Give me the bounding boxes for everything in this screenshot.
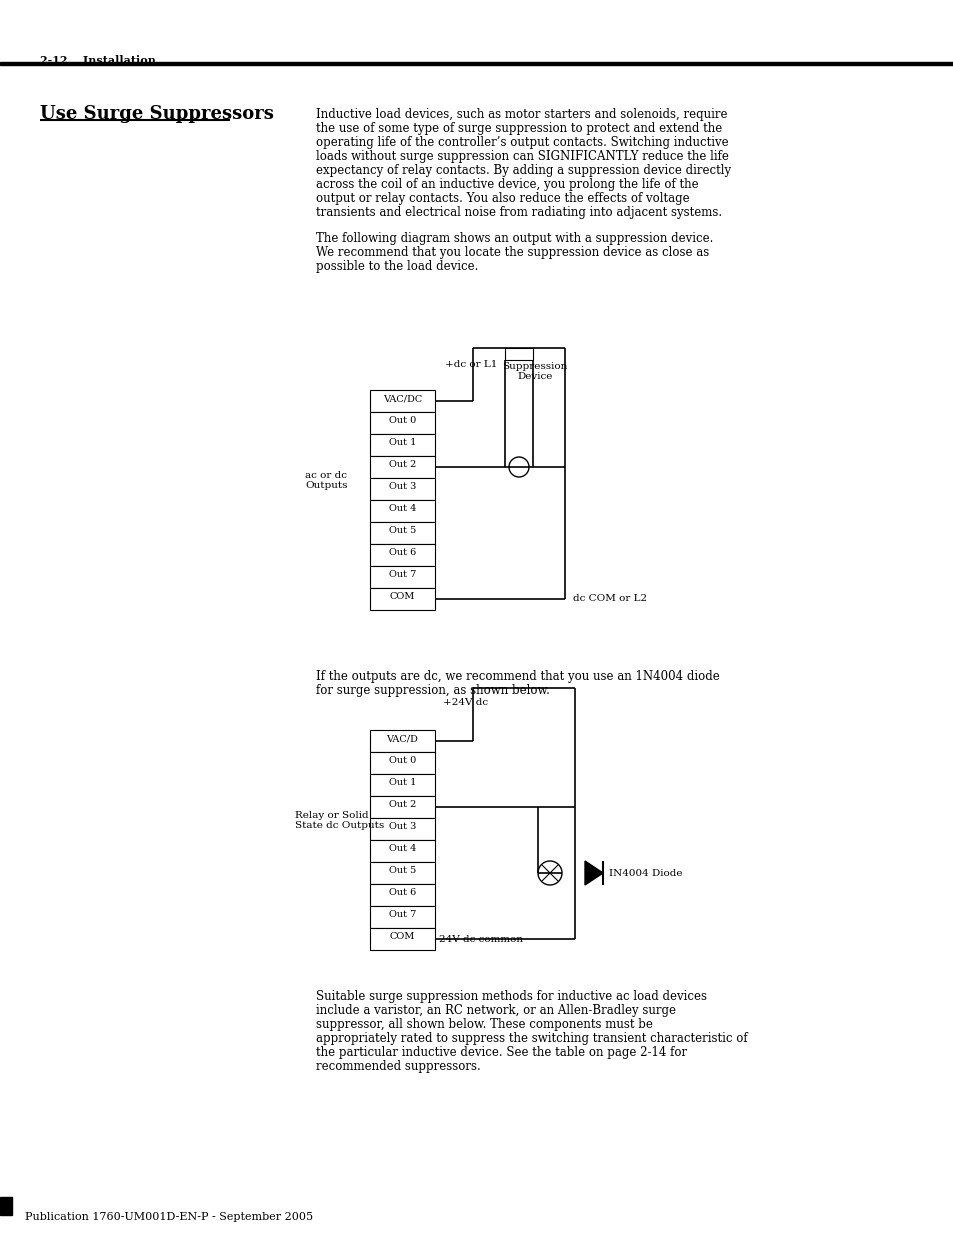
Text: Out 7: Out 7 [389,910,416,919]
Text: Use Surge Suppressors: Use Surge Suppressors [40,105,274,124]
Bar [370,818,435,840]
Text: across the coil of an inductive device, you prolong the life of the: across the coil of an inductive device, … [315,178,698,191]
Text: +dc or L1: +dc or L1 [444,359,497,369]
Polygon shape [584,861,602,885]
Text: 24V dc common: 24V dc common [438,935,522,944]
Text: VAC/DC: VAC/DC [382,394,421,403]
Text: Out 4: Out 4 [389,844,416,853]
Text: output or relay contacts. You also reduce the effects of voltage: output or relay contacts. You also reduc… [315,191,689,205]
Text: COM: COM [390,592,415,601]
Text: Relay or Solid
State dc Outputs: Relay or Solid State dc Outputs [294,811,384,830]
Text: appropriately rated to suppress the switching transient characteristic of: appropriately rated to suppress the swit… [315,1032,747,1045]
Text: include a varistor, an RC network, or an Allen-Bradley surge: include a varistor, an RC network, or an… [315,1004,676,1016]
Text: Out 6: Out 6 [389,888,416,897]
Bar [0,62,953,65]
Text: Out 0: Out 0 [389,756,416,764]
Text: suppressor, all shown below. These components must be: suppressor, all shown below. These compo… [315,1018,652,1031]
Text: We recommend that you locate the suppression device as close as: We recommend that you locate the suppres… [315,246,708,259]
Text: Out 5: Out 5 [389,526,416,535]
Text: recommended suppressors.: recommended suppressors. [315,1060,480,1073]
Bar [370,543,435,566]
Bar [370,730,435,752]
Bar [370,797,435,818]
Text: for surge suppression, as shown below.: for surge suppression, as shown below. [315,684,549,697]
Text: Out 1: Out 1 [389,438,416,447]
Bar [370,752,435,774]
Bar [370,390,435,412]
Text: 2-12    Installation: 2-12 Installation [40,56,155,65]
Text: Out 4: Out 4 [389,504,416,513]
Text: Suppression
Device: Suppression Device [502,362,567,382]
Bar [0,1197,12,1215]
Bar [370,478,435,500]
Bar [370,927,435,950]
Text: Publication 1760-UM001D-EN-P - September 2005: Publication 1760-UM001D-EN-P - September… [25,1212,313,1221]
Text: Out 6: Out 6 [389,548,416,557]
Text: COM: COM [390,932,415,941]
Bar [370,566,435,588]
Text: If the outputs are dc, we recommend that you use an 1N4004 diode: If the outputs are dc, we recommend that… [315,671,719,683]
Text: expectancy of relay contacts. By adding a suppression device directly: expectancy of relay contacts. By adding … [315,164,730,177]
Bar [370,588,435,610]
Bar [370,522,435,543]
Text: Out 7: Out 7 [389,571,416,579]
Bar [370,862,435,884]
Bar [370,412,435,433]
Text: possible to the load device.: possible to the load device. [315,261,477,273]
Text: IN4004 Diode: IN4004 Diode [608,869,681,878]
Bar [370,840,435,862]
Text: loads without surge suppression can SIGNIFICANTLY reduce the life: loads without surge suppression can SIGN… [315,149,728,163]
Text: Out 2: Out 2 [389,459,416,469]
Text: Out 5: Out 5 [389,866,416,876]
Text: transients and electrical noise from radiating into adjacent systems.: transients and electrical noise from rad… [315,206,721,219]
Text: Inductive load devices, such as motor starters and solenoids, require: Inductive load devices, such as motor st… [315,107,727,121]
Text: Out 0: Out 0 [389,416,416,425]
Bar [504,348,533,359]
Text: Suitable surge suppression methods for inductive ac load devices: Suitable surge suppression methods for i… [315,990,706,1003]
Bar [370,456,435,478]
Bar [370,884,435,906]
Text: the particular inductive device. See the table on page 2-14 for: the particular inductive device. See the… [315,1046,686,1058]
Text: Out 1: Out 1 [389,778,416,787]
Text: Out 3: Out 3 [389,823,416,831]
Bar [370,906,435,927]
Text: ac or dc
Outputs: ac or dc Outputs [305,471,347,490]
Text: The following diagram shows an output with a suppression device.: The following diagram shows an output wi… [315,232,713,245]
Text: the use of some type of surge suppression to protect and extend the: the use of some type of surge suppressio… [315,122,721,135]
Text: dc COM or L2: dc COM or L2 [573,594,646,603]
Bar [370,774,435,797]
Text: Out 2: Out 2 [389,800,416,809]
Text: operating life of the controller’s output contacts. Switching inductive: operating life of the controller’s outpu… [315,136,728,149]
Bar [370,433,435,456]
Bar [370,500,435,522]
Text: +24V dc: +24V dc [442,698,488,706]
Text: VAC/D: VAC/D [386,734,418,743]
Text: Out 3: Out 3 [389,482,416,492]
